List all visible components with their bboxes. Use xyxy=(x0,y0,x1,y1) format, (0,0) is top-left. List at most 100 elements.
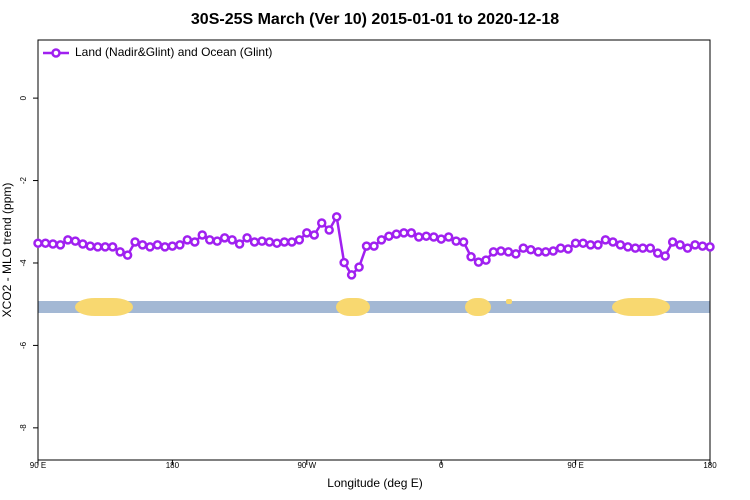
data-point xyxy=(481,255,491,265)
data-point xyxy=(48,239,58,249)
data-point xyxy=(92,242,103,252)
data-point xyxy=(518,243,529,253)
data-point xyxy=(466,252,476,262)
data-point xyxy=(555,243,566,253)
data-point xyxy=(675,240,685,250)
data-point xyxy=(593,240,603,250)
data-point xyxy=(503,247,514,257)
data-point xyxy=(346,270,357,280)
data-point xyxy=(197,230,208,240)
land-band xyxy=(506,299,512,304)
data-point xyxy=(55,240,66,250)
data-point xyxy=(122,250,133,260)
data-point xyxy=(563,244,573,254)
data-point xyxy=(526,245,536,255)
data-point xyxy=(369,241,379,251)
data-point xyxy=(219,233,230,243)
data-point xyxy=(570,238,581,248)
land-band xyxy=(465,298,491,316)
chart-title: 30S-25S March (Ver 10) 2015-01-01 to 202… xyxy=(191,11,559,28)
data-point xyxy=(40,238,51,248)
data-point xyxy=(33,238,43,248)
data-point xyxy=(540,247,551,257)
data-point xyxy=(100,242,110,252)
data-point xyxy=(682,243,693,253)
data-point xyxy=(145,242,155,252)
data-point xyxy=(175,240,185,250)
data-point xyxy=(272,238,282,248)
land-ocean-band xyxy=(38,298,710,316)
data-point xyxy=(488,247,499,257)
data-point xyxy=(697,241,708,251)
x-tick-label: 90 W xyxy=(297,461,316,470)
data-point xyxy=(324,225,334,235)
land-band xyxy=(336,298,370,316)
data-point xyxy=(600,235,611,245)
data-point xyxy=(107,242,118,252)
data-point xyxy=(511,249,521,259)
data-point xyxy=(473,257,484,267)
y-tick-label: -8 xyxy=(19,424,28,432)
y-axis-label: XCO2 - MLO trend (ppm) xyxy=(0,183,14,318)
data-point xyxy=(137,240,148,250)
data-point xyxy=(705,242,715,252)
data-point xyxy=(436,234,446,244)
data-point xyxy=(645,243,656,253)
data-point xyxy=(578,238,588,248)
data-point xyxy=(667,237,678,247)
data-point xyxy=(428,232,439,242)
data-point xyxy=(339,257,349,268)
data-point xyxy=(660,251,670,261)
data-point xyxy=(451,236,461,246)
data-point xyxy=(316,218,327,228)
legend-label: Land (Nadir&Glint) and Ocean (Glint) xyxy=(75,45,272,59)
data-point xyxy=(309,230,320,240)
data-point xyxy=(70,236,81,246)
data-point xyxy=(302,228,312,238)
legend-marker xyxy=(51,48,61,58)
data-point xyxy=(623,242,633,252)
ocean-band xyxy=(38,301,710,313)
data-point xyxy=(264,237,275,247)
data-point xyxy=(458,237,469,247)
y-tick-label: -4 xyxy=(19,259,28,267)
x-tick-label: 180 xyxy=(166,461,180,470)
data-point xyxy=(638,243,648,253)
data-point xyxy=(212,236,222,246)
y-tick-label: 0 xyxy=(19,95,28,100)
data-point xyxy=(608,237,618,247)
land-band xyxy=(612,298,670,316)
data-point xyxy=(384,231,394,241)
data-point xyxy=(630,243,641,253)
data-point xyxy=(227,235,237,245)
data-point xyxy=(130,237,140,247)
x-tick-label: 180 xyxy=(703,461,717,470)
land-band xyxy=(75,298,133,316)
data-point xyxy=(78,239,88,249)
y-tick-label: -6 xyxy=(19,341,28,349)
data-point xyxy=(204,235,215,245)
data-point xyxy=(414,232,424,242)
data-point xyxy=(279,237,290,247)
data-point xyxy=(548,246,558,256)
data-point xyxy=(615,240,626,250)
data-point xyxy=(249,237,260,247)
data-point xyxy=(585,240,596,250)
data-point xyxy=(406,228,417,238)
data-point xyxy=(652,248,663,258)
x-tick-label: 0 xyxy=(439,461,444,470)
data-point xyxy=(399,228,409,238)
data-point xyxy=(160,242,170,252)
data-point xyxy=(190,237,200,247)
x-tick-label: 90 E xyxy=(30,461,46,470)
data-point xyxy=(234,239,245,249)
x-tick-label: 90 E xyxy=(567,461,583,470)
data-point xyxy=(115,247,125,257)
data-point xyxy=(85,241,96,251)
x-axis-label: Longitude (deg E) xyxy=(327,476,422,490)
data-point xyxy=(533,247,544,257)
data-point xyxy=(690,240,700,250)
data-point xyxy=(167,241,178,251)
data-point xyxy=(287,237,297,247)
